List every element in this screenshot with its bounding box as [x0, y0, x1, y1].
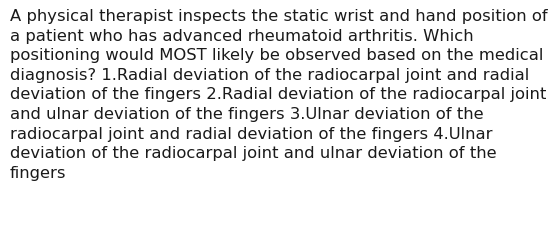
- Text: A physical therapist inspects the static wrist and hand position of
a patient wh: A physical therapist inspects the static…: [10, 9, 547, 180]
